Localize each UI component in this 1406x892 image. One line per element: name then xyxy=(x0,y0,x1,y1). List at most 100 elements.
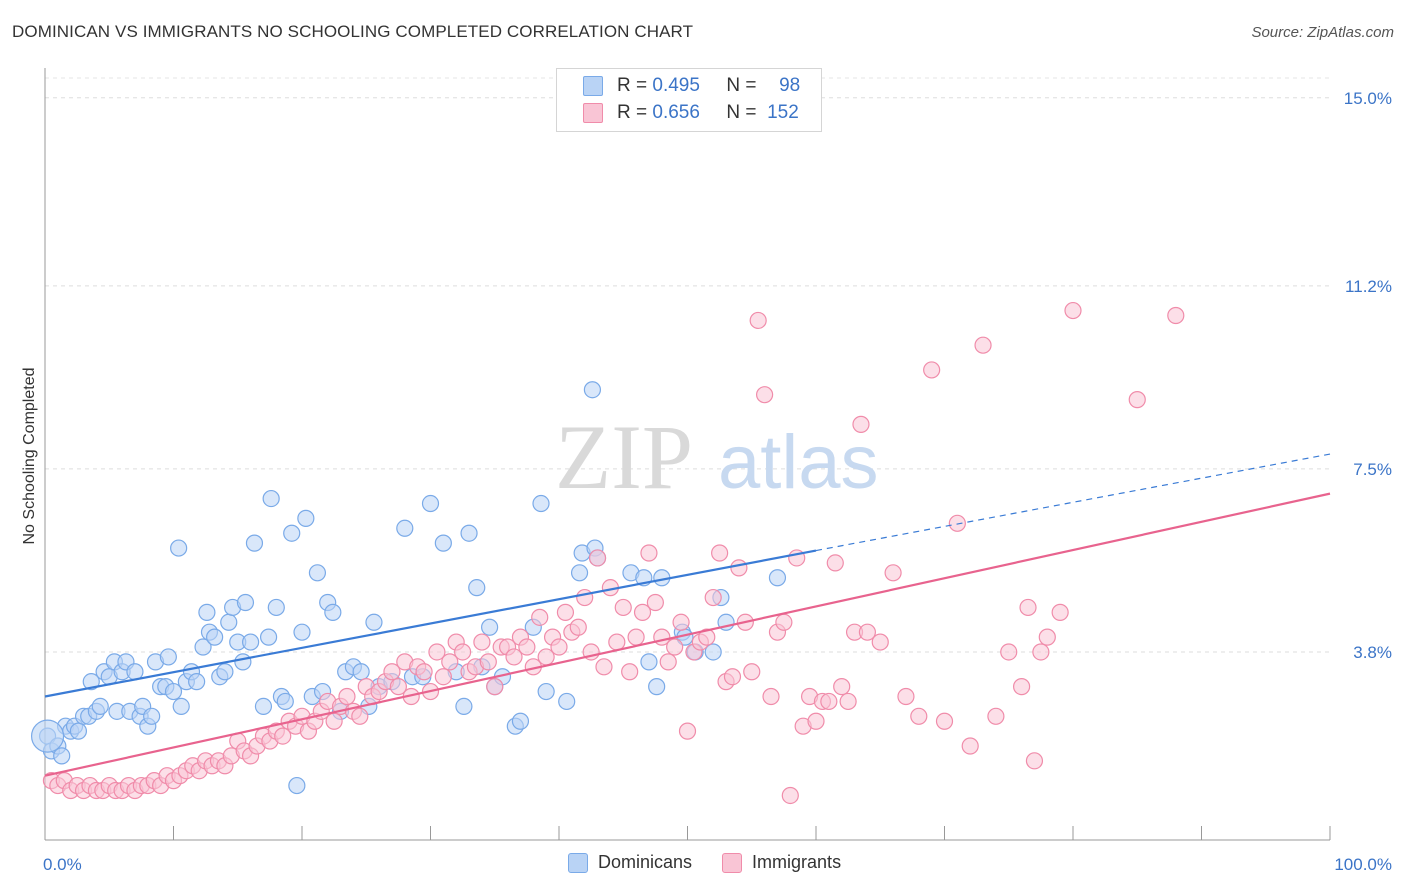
point-dominicans xyxy=(455,697,473,716)
legend-swatch-immigrants xyxy=(583,103,603,123)
legend-n-label: N = xyxy=(726,102,757,123)
point-immigrants xyxy=(775,613,793,631)
point-immigrants xyxy=(1064,301,1082,320)
legend-r-value: 0.656 xyxy=(652,102,700,123)
y-tick-labels: 3.8% 7.5% 11.2% 15.0% xyxy=(1344,89,1392,662)
point-immigrants xyxy=(723,668,742,686)
legend-label-immigrants: Immigrants xyxy=(752,852,842,872)
point-immigrants xyxy=(923,361,941,379)
point-dominicans xyxy=(511,712,530,730)
point-dominicans xyxy=(234,653,252,671)
point-dominicans xyxy=(532,494,550,513)
point-dominicans xyxy=(143,707,161,725)
trend-line-dominicans xyxy=(44,549,817,698)
legend-n-value: 152 xyxy=(767,102,799,123)
point-immigrants xyxy=(576,588,594,607)
point-immigrants xyxy=(678,722,697,740)
point-immigrants xyxy=(711,544,729,562)
point-immigrants xyxy=(531,608,549,626)
point-immigrants xyxy=(974,336,992,354)
point-immigrants xyxy=(704,588,722,607)
point-immigrants xyxy=(595,658,613,676)
point-immigrants xyxy=(588,549,607,567)
chart-title: DOMINICAN VS IMMIGRANTS NO SCHOOLING COM… xyxy=(12,22,694,41)
legend-label-dominicans: Dominicans xyxy=(598,852,693,872)
point-immigrants xyxy=(518,638,536,656)
y-tick-label: 3.8% xyxy=(1353,643,1392,662)
y-tick-label: 15.0% xyxy=(1344,89,1392,108)
point-immigrants xyxy=(910,707,928,725)
point-dominicans xyxy=(421,494,440,513)
point-immigrants xyxy=(351,707,369,725)
point-immigrants xyxy=(852,415,870,433)
point-immigrants xyxy=(826,554,844,572)
point-immigrants xyxy=(730,559,748,577)
y-tick-label: 7.5% xyxy=(1353,460,1392,479)
point-dominicans xyxy=(242,633,260,651)
point-dominicans xyxy=(216,663,234,681)
legend-r-value: 0.495 xyxy=(652,75,700,96)
point-immigrants xyxy=(473,633,491,651)
point-immigrants xyxy=(1000,643,1018,661)
point-immigrants xyxy=(884,564,902,582)
trend-line-immigrants xyxy=(44,492,1331,777)
point-immigrants xyxy=(479,653,497,671)
point-dominicans xyxy=(468,579,486,597)
point-immigrants xyxy=(454,643,472,661)
point-dominicans xyxy=(276,692,294,711)
point-immigrants xyxy=(1019,598,1037,617)
point-dominicans xyxy=(640,653,658,671)
point-immigrants xyxy=(621,663,639,681)
point-immigrants xyxy=(672,613,690,631)
point-dominicans xyxy=(704,643,722,661)
point-immigrants xyxy=(486,678,504,696)
point-immigrants xyxy=(935,712,954,730)
data-points xyxy=(30,301,1185,805)
legend-n-label: N = xyxy=(726,75,757,96)
legend-r-label: R = xyxy=(617,102,648,123)
point-immigrants xyxy=(659,653,677,671)
legend-n-value: 98 xyxy=(779,75,801,96)
point-immigrants xyxy=(781,786,799,805)
trend-lines xyxy=(44,453,1331,777)
stats-legend: R = 0.495 N = 98 R = 0.656 N = 152 xyxy=(556,68,822,132)
point-dominicans xyxy=(198,603,216,621)
series-legend: Dominicans Immigrants xyxy=(568,852,871,873)
point-immigrants xyxy=(948,514,966,532)
watermark-atlas: atlas xyxy=(718,420,879,505)
y-tick-label: 11.2% xyxy=(1345,277,1392,296)
point-immigrants xyxy=(1051,603,1069,621)
point-dominicans xyxy=(297,509,315,527)
point-immigrants xyxy=(897,687,915,706)
point-immigrants xyxy=(987,707,1005,725)
y-axis-label: No Schooling Completed xyxy=(21,368,38,545)
point-dominicans xyxy=(262,489,280,508)
legend-item-dominicans[interactable]: Dominicans xyxy=(568,852,692,873)
point-immigrants xyxy=(871,633,889,651)
point-immigrants xyxy=(505,648,523,666)
point-dominicans xyxy=(768,569,787,587)
point-dominicans xyxy=(481,618,499,636)
point-dominicans xyxy=(558,692,576,711)
point-dominicans xyxy=(324,603,342,621)
point-dominicans xyxy=(583,381,602,399)
point-dominicans xyxy=(194,638,212,656)
point-dominicans xyxy=(352,663,370,681)
point-dominicans xyxy=(188,673,206,691)
axes xyxy=(44,68,1331,841)
legend-swatch-immigrants xyxy=(722,852,743,873)
point-dominicans xyxy=(159,648,177,666)
point-dominicans xyxy=(283,524,301,542)
point-dominicans xyxy=(206,628,224,646)
point-immigrants xyxy=(749,311,767,330)
legend-swatch-dominicans xyxy=(583,76,603,96)
point-immigrants xyxy=(839,692,857,711)
point-immigrants xyxy=(961,737,979,755)
point-immigrants xyxy=(608,633,626,651)
point-immigrants xyxy=(274,727,292,745)
legend-item-immigrants[interactable]: Immigrants xyxy=(722,852,841,873)
point-immigrants xyxy=(325,712,343,730)
point-immigrants xyxy=(1167,306,1185,325)
point-dominicans-cluster xyxy=(30,719,65,753)
